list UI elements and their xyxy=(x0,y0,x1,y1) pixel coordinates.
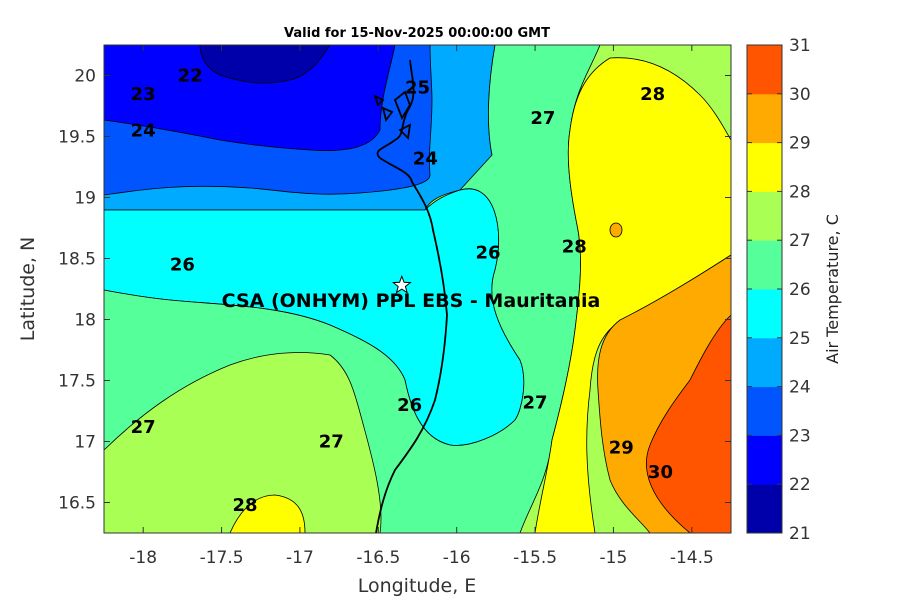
colorbar-tick-label: 23 xyxy=(789,426,811,446)
colorbar-tick-label: 30 xyxy=(789,85,811,105)
plot-frame xyxy=(103,44,732,534)
colorbar-tick-label: 28 xyxy=(789,182,811,202)
contour-label: 28 xyxy=(640,84,665,105)
x-tick-label: -17.5 xyxy=(200,548,244,568)
colorbar-swatch xyxy=(747,484,782,534)
colorbar-swatch xyxy=(747,289,782,339)
colorbar-tick-label: 21 xyxy=(789,524,811,544)
colorbar-tick-label: 24 xyxy=(789,378,811,398)
site-marker xyxy=(391,274,412,294)
colorbar-swatch xyxy=(747,386,782,436)
y-tick-label: 17.5 xyxy=(58,372,96,392)
band-28-29-sw xyxy=(229,494,306,533)
colorbar-swatch xyxy=(747,93,782,144)
band-22-23 xyxy=(104,45,396,152)
site-star xyxy=(391,274,412,294)
contour-label: 30 xyxy=(648,462,673,483)
y-tick-label: 18 xyxy=(74,311,96,331)
y-tick-label: 20 xyxy=(74,67,96,87)
colorbar-swatch xyxy=(747,45,782,95)
contour-label: 26 xyxy=(397,395,422,416)
x-tick-label: -16 xyxy=(443,548,471,568)
band-27-28-sw xyxy=(104,352,382,533)
colorbar-swatch xyxy=(747,337,782,388)
contour-label: 26 xyxy=(170,255,195,276)
contour-label: 23 xyxy=(131,84,156,105)
colorbar-tick-label: 27 xyxy=(789,231,811,251)
y-tick-label: 19 xyxy=(74,189,96,209)
x-tick-label: -14.5 xyxy=(670,548,714,568)
contour-label: 26 xyxy=(476,242,501,263)
colorbar-swatch xyxy=(747,191,782,241)
band-21-22 xyxy=(199,45,331,84)
contour-label: 27 xyxy=(131,417,156,438)
band-28-29 xyxy=(534,45,731,533)
x-tick-label: -16.5 xyxy=(356,548,400,568)
contour-label: 24 xyxy=(131,120,156,141)
x-tick-label: -15 xyxy=(600,548,628,568)
coastline-islands xyxy=(373,90,412,140)
contour-label: 25 xyxy=(405,78,430,99)
y-tick-label: 17 xyxy=(74,433,96,453)
colorbar-swatch xyxy=(747,142,782,192)
contour-label: 27 xyxy=(530,108,555,129)
band-29-spot xyxy=(609,222,623,238)
contour-label: 27 xyxy=(319,432,344,453)
colorbar-tick-label: 26 xyxy=(789,280,811,300)
x-axis-label: Longitude, E xyxy=(358,575,477,597)
axes-ticks: -18 -17.5 -17 -16.5 -16 -15.5 -15 -14.5 16.5 17 17… xyxy=(58,45,731,568)
colorbar-tick-label: 31 xyxy=(789,36,811,56)
x-tick-label: -17 xyxy=(286,548,314,568)
x-tick-label: -15.5 xyxy=(513,548,557,568)
colorbar-swatch xyxy=(747,435,782,485)
colorbar: 21 22 23 24 25 26 27 28 29 30 31 xyxy=(746,36,811,544)
y-tick-label: 19.5 xyxy=(58,128,96,148)
chart-title: Valid for 15-Nov-2025 00:00:00 GMT xyxy=(284,26,550,41)
y-tick-label: 18.5 xyxy=(58,250,96,270)
colorbar-label: Air Temperature, C xyxy=(823,214,842,364)
contour-label: 28 xyxy=(562,236,587,257)
x-tick-label: -18 xyxy=(129,548,157,568)
coastline xyxy=(373,59,448,533)
colorbar-tick-label: 25 xyxy=(789,329,811,349)
contour-fill xyxy=(104,45,731,533)
contour-label: 28 xyxy=(233,495,258,516)
y-tick-label: 16.5 xyxy=(58,494,96,514)
contour-label: 29 xyxy=(609,438,634,459)
band-30-31 xyxy=(646,314,731,533)
y-axis-label: Latitude, N xyxy=(17,237,39,342)
contour-label: 24 xyxy=(413,148,438,169)
site-label: CSA (ONHYM) PPL EBS - Mauritania xyxy=(222,290,601,312)
contour-labels: 22 23 24 25 24 27 28 26 26 28 27 26 27 27 29 30 28 xyxy=(131,66,673,516)
contour-label: 22 xyxy=(178,66,203,87)
colorbar-swatch xyxy=(747,240,782,290)
colorbar-tick-label: 29 xyxy=(789,134,811,154)
coastline-main xyxy=(375,59,448,533)
colorbar-tick-label: 22 xyxy=(789,475,811,495)
contour-label: 27 xyxy=(523,392,548,413)
